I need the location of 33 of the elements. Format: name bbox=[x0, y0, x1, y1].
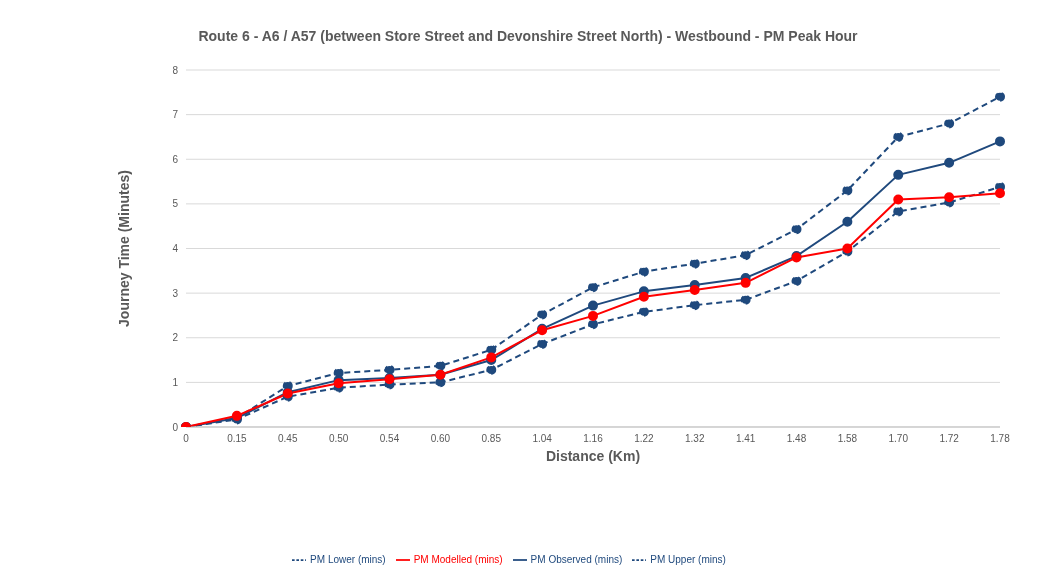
x-tick-label: 0.50 bbox=[328, 433, 349, 445]
x-tick-label: 1.48 bbox=[786, 433, 807, 445]
y-tick-label: 2 bbox=[172, 332, 179, 344]
y-tick-label: 8 bbox=[172, 64, 179, 76]
legend-label: PM Lower (mins) bbox=[310, 553, 386, 565]
x-tick-label: 1.78 bbox=[990, 433, 1011, 445]
x-tick-label: 1.72 bbox=[939, 433, 960, 445]
y-tick-label: 5 bbox=[172, 198, 179, 210]
y-tick-label: 1 bbox=[172, 376, 179, 388]
y-axis-title: Journey Time (Minutes) bbox=[115, 170, 132, 327]
x-tick-label: 1.58 bbox=[837, 433, 858, 445]
y-tick-label: 6 bbox=[172, 153, 179, 165]
x-axis-title: Distance (Km) bbox=[545, 447, 641, 464]
x-tick-label: 0.60 bbox=[430, 433, 451, 445]
legend-label: PM Observed (mins) bbox=[530, 553, 623, 565]
y-tick-label: 7 bbox=[172, 109, 179, 121]
y-tick-label: 4 bbox=[172, 243, 179, 255]
x-tick-label: 0 bbox=[183, 433, 190, 445]
legend-label: PM Modelled (mins) bbox=[413, 553, 503, 565]
x-tick-label: 1.70 bbox=[888, 433, 909, 445]
y-tick-label: 3 bbox=[172, 287, 179, 299]
x-tick-label: 0.45 bbox=[278, 433, 298, 445]
x-tick-label: 1.32 bbox=[685, 433, 705, 445]
y-tick-label: 0 bbox=[172, 421, 179, 433]
x-tick-label: 1.16 bbox=[583, 433, 604, 445]
x-tick-label: 1.41 bbox=[735, 433, 756, 445]
chart-title: Route 6 - A6 / A57 (between Store Street and Devonshire Street North) - Westbound - PM Peak Hour bbox=[197, 28, 859, 44]
legend-label: PM Upper (mins) bbox=[650, 553, 726, 565]
x-tick-label: 1.22 bbox=[634, 433, 655, 445]
x-tick-label: 0.54 bbox=[379, 433, 400, 445]
x-tick-label: 1.04 bbox=[532, 433, 553, 445]
x-tick-label: 0.15 bbox=[227, 433, 248, 445]
x-tick-label: 0.85 bbox=[481, 433, 502, 445]
